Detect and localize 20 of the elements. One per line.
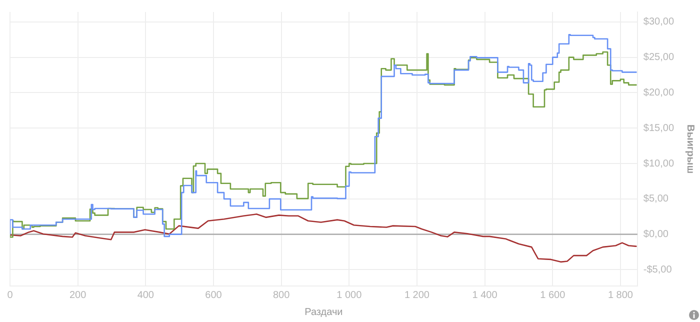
x-axis-title: Раздачи: [304, 306, 343, 318]
x-tick-label: 200: [69, 290, 87, 301]
x-tick-label: 1 600: [540, 290, 566, 301]
y-axis-title: Выигрыш: [684, 124, 696, 174]
x-tick-label: 1 000: [336, 290, 362, 301]
x-tick-label: 400: [137, 290, 154, 301]
y-tick-label: $25,00: [643, 52, 674, 64]
y-tick-label: $30,00: [643, 16, 674, 28]
y-tick-label: $20,00: [643, 87, 674, 98]
x-tick-label: 600: [205, 290, 222, 301]
x-tick-label: 0: [7, 290, 14, 301]
x-tick-label: 1 800: [608, 290, 634, 301]
y-tick-label: $0,00: [643, 229, 669, 240]
y-tick-label: $10,00: [643, 158, 674, 170]
x-tick-label: 1 400: [472, 290, 498, 301]
x-tick-label: 800: [272, 290, 290, 301]
y-tick-label: $5,00: [643, 194, 669, 205]
x-tick-label: 1 200: [404, 290, 430, 301]
y-tick-label: -$5,00: [643, 264, 672, 276]
y-tick-label: $15,00: [643, 122, 674, 134]
